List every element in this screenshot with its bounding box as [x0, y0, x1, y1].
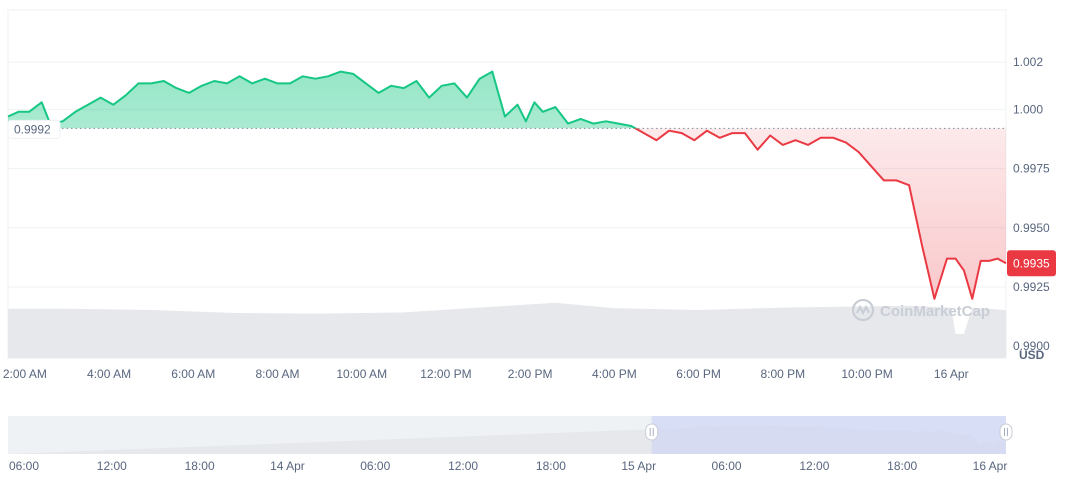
- volume-bars: [8, 302, 1006, 358]
- x-tick-label: 4:00 AM: [87, 367, 131, 381]
- x-tick-label: 2:00 AM: [3, 367, 47, 381]
- navigator-tick-label: 18:00: [887, 459, 917, 473]
- y-tick-label: 0.9925: [1013, 280, 1050, 294]
- x-tick-label: 2:00 PM: [508, 367, 553, 381]
- navigator-tick-label: 06:00: [360, 459, 390, 473]
- navigator-tick-label: 18:00: [536, 459, 566, 473]
- volume-area: [8, 302, 1006, 358]
- current-price-label: 0.9935: [1013, 256, 1050, 270]
- baseline-value-tag: 0.9992: [7, 119, 61, 139]
- navigator-tick-label: 06:00: [712, 459, 742, 473]
- baseline-value-label: 0.9992: [14, 122, 51, 136]
- y-tick-label: 0.9950: [1013, 221, 1050, 235]
- navigator-left-handle[interactable]: [645, 423, 659, 441]
- price-line-above-baseline: [7, 70, 638, 129]
- current-price-tag: 0.9935: [1007, 250, 1056, 277]
- time-navigator[interactable]: 06:00 12:00 18:00 14 Apr 06:00 12:00 18:00 15 A…: [8, 416, 1013, 473]
- x-tick-label: 12:00 PM: [420, 367, 471, 381]
- navigator-tick-label: 12:00: [448, 459, 478, 473]
- price-area-above-baseline: [8, 71, 636, 129]
- navigator-selection[interactable]: [651, 416, 1006, 454]
- y-tick-label: 1.002: [1013, 55, 1043, 69]
- x-tick-label: 8:00 PM: [760, 367, 805, 381]
- y-axis-labels: 1.002 1.000 0.9975 0.9950 0.9925 0.9900: [1013, 55, 1050, 353]
- x-tick-label: 6:00 PM: [676, 367, 721, 381]
- x-axis-labels: 2:00 AM 4:00 AM 6:00 AM 8:00 AM 10:00 AM 12:0…: [3, 367, 969, 381]
- y-tick-label: 0.9900: [1013, 339, 1050, 353]
- y-tick-label: 0.9975: [1013, 162, 1050, 176]
- navigator-tick-label: 18:00: [185, 459, 215, 473]
- x-tick-label: 8:00 AM: [255, 367, 299, 381]
- watermark-text: CoinMarketCap: [880, 303, 990, 320]
- navigator-tick-label: 06:00: [9, 459, 39, 473]
- x-tick-label: 6:00 AM: [171, 367, 215, 381]
- navigator-tick-label: 12:00: [97, 459, 127, 473]
- y-tick-label: 1.000: [1013, 102, 1043, 116]
- price-area-below-baseline: [8, 128, 1006, 299]
- navigator-tick-label: 14 Apr: [270, 459, 305, 473]
- price-line-below-baseline: [633, 128, 1007, 300]
- coinmarketcap-logo-icon: [851, 298, 875, 322]
- navigator-tick-label: 16 Apr: [973, 459, 1008, 473]
- currency-label: USD: [1019, 348, 1045, 362]
- x-tick-label: 10:00 AM: [336, 367, 387, 381]
- navigator-tick-label: 12:00: [799, 459, 829, 473]
- coinmarketcap-watermark: CoinMarketCap: [851, 298, 990, 322]
- x-tick-label: 10:00 PM: [841, 367, 892, 381]
- navigator-axis-labels: 06:00 12:00 18:00 14 Apr 06:00 12:00 18:00 15 A…: [9, 459, 1007, 473]
- navigator-tick-label: 15 Apr: [621, 459, 656, 473]
- coinmarketcap-logo-mark: [856, 304, 870, 316]
- x-tick-label: 16 Apr: [934, 367, 969, 381]
- navigator-right-handle[interactable]: [999, 423, 1013, 441]
- x-tick-label: 4:00 PM: [592, 367, 637, 381]
